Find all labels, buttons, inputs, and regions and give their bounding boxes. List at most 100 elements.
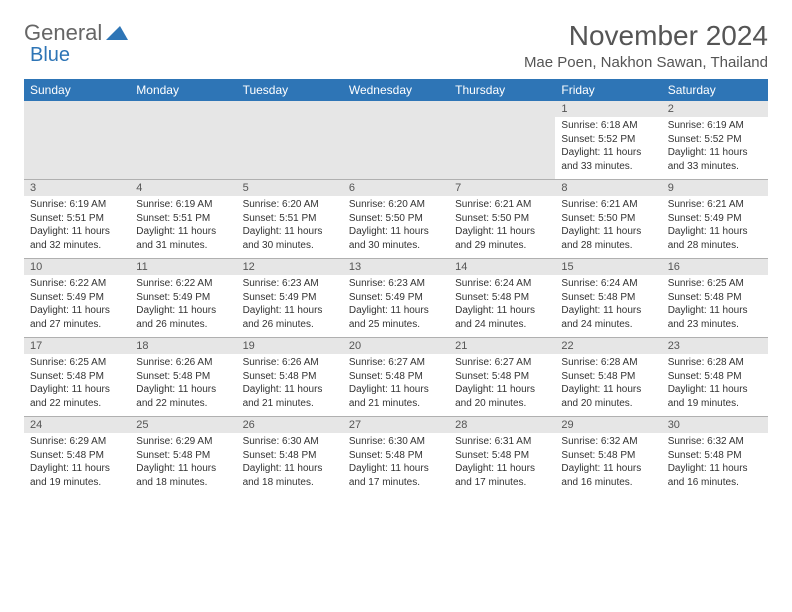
sunset-text: Sunset: 5:48 PM — [136, 370, 230, 384]
daylight-text: Daylight: 11 hours and 33 minutes. — [668, 146, 762, 173]
day-number-cell: 11 — [130, 259, 236, 276]
daylight-text: Daylight: 11 hours and 27 minutes. — [30, 304, 124, 331]
day-number-cell: 25 — [130, 417, 236, 434]
sunrise-text: Sunrise: 6:27 AM — [349, 356, 443, 370]
day-number-cell: 10 — [24, 259, 130, 276]
day-number-cell: 7 — [449, 180, 555, 197]
day-number-cell — [343, 101, 449, 117]
sunset-text: Sunset: 5:48 PM — [455, 370, 549, 384]
weekday-header: Thursday — [449, 79, 555, 101]
logo-text-general: General — [24, 20, 102, 46]
day-number-cell: 20 — [343, 338, 449, 355]
day-number-cell: 16 — [662, 259, 768, 276]
sunset-text: Sunset: 5:48 PM — [136, 449, 230, 463]
day-detail-cell: Sunrise: 6:31 AMSunset: 5:48 PMDaylight:… — [449, 433, 555, 495]
daylight-text: Daylight: 11 hours and 16 minutes. — [561, 462, 655, 489]
sunrise-text: Sunrise: 6:32 AM — [668, 435, 762, 449]
day-detail-cell: Sunrise: 6:30 AMSunset: 5:48 PMDaylight:… — [343, 433, 449, 495]
day-detail-cell — [449, 117, 555, 180]
sunset-text: Sunset: 5:48 PM — [455, 449, 549, 463]
day-detail-cell: Sunrise: 6:28 AMSunset: 5:48 PMDaylight:… — [662, 354, 768, 417]
day-detail-cell: Sunrise: 6:23 AMSunset: 5:49 PMDaylight:… — [343, 275, 449, 338]
daylight-text: Daylight: 11 hours and 25 minutes. — [349, 304, 443, 331]
sunset-text: Sunset: 5:48 PM — [668, 370, 762, 384]
day-detail-row: Sunrise: 6:29 AMSunset: 5:48 PMDaylight:… — [24, 433, 768, 495]
sunset-text: Sunset: 5:48 PM — [243, 449, 337, 463]
day-number-cell: 12 — [237, 259, 343, 276]
daylight-text: Daylight: 11 hours and 17 minutes. — [349, 462, 443, 489]
calendar-table: SundayMondayTuesdayWednesdayThursdayFrid… — [24, 79, 768, 495]
day-number-cell: 5 — [237, 180, 343, 197]
weekday-header: Wednesday — [343, 79, 449, 101]
sunrise-text: Sunrise: 6:28 AM — [561, 356, 655, 370]
day-number-cell: 2 — [662, 101, 768, 117]
day-number-cell — [449, 101, 555, 117]
sunrise-text: Sunrise: 6:21 AM — [455, 198, 549, 212]
day-detail-row: Sunrise: 6:19 AMSunset: 5:51 PMDaylight:… — [24, 196, 768, 259]
daylight-text: Daylight: 11 hours and 24 minutes. — [455, 304, 549, 331]
sunset-text: Sunset: 5:51 PM — [136, 212, 230, 226]
day-number-cell: 19 — [237, 338, 343, 355]
day-detail-cell: Sunrise: 6:29 AMSunset: 5:48 PMDaylight:… — [130, 433, 236, 495]
sunset-text: Sunset: 5:48 PM — [30, 370, 124, 384]
day-number-cell: 15 — [555, 259, 661, 276]
day-number-cell: 18 — [130, 338, 236, 355]
daylight-text: Daylight: 11 hours and 20 minutes. — [561, 383, 655, 410]
sunrise-text: Sunrise: 6:25 AM — [668, 277, 762, 291]
daylight-text: Daylight: 11 hours and 22 minutes. — [136, 383, 230, 410]
sunset-text: Sunset: 5:48 PM — [561, 370, 655, 384]
location: Mae Poen, Nakhon Sawan, Thailand — [524, 54, 768, 71]
day-detail-cell: Sunrise: 6:32 AMSunset: 5:48 PMDaylight:… — [662, 433, 768, 495]
sunrise-text: Sunrise: 6:29 AM — [136, 435, 230, 449]
day-number-row: 12 — [24, 101, 768, 117]
day-number-cell — [237, 101, 343, 117]
sunset-text: Sunset: 5:52 PM — [561, 133, 655, 147]
sunset-text: Sunset: 5:48 PM — [561, 449, 655, 463]
day-number-cell: 30 — [662, 417, 768, 434]
logo-triangle-icon — [106, 20, 128, 46]
day-number-cell: 24 — [24, 417, 130, 434]
day-detail-row: Sunrise: 6:25 AMSunset: 5:48 PMDaylight:… — [24, 354, 768, 417]
daylight-text: Daylight: 11 hours and 19 minutes. — [668, 383, 762, 410]
day-detail-cell: Sunrise: 6:30 AMSunset: 5:48 PMDaylight:… — [237, 433, 343, 495]
daylight-text: Daylight: 11 hours and 32 minutes. — [30, 225, 124, 252]
sunrise-text: Sunrise: 6:21 AM — [561, 198, 655, 212]
daylight-text: Daylight: 11 hours and 20 minutes. — [455, 383, 549, 410]
day-number-cell: 9 — [662, 180, 768, 197]
sunset-text: Sunset: 5:49 PM — [30, 291, 124, 305]
month-title: November 2024 — [524, 20, 768, 52]
sunrise-text: Sunrise: 6:23 AM — [243, 277, 337, 291]
day-number-cell — [24, 101, 130, 117]
sunset-text: Sunset: 5:51 PM — [243, 212, 337, 226]
daylight-text: Daylight: 11 hours and 21 minutes. — [243, 383, 337, 410]
sunrise-text: Sunrise: 6:30 AM — [349, 435, 443, 449]
sunrise-text: Sunrise: 6:31 AM — [455, 435, 549, 449]
sunrise-text: Sunrise: 6:19 AM — [668, 119, 762, 133]
sunrise-text: Sunrise: 6:28 AM — [668, 356, 762, 370]
calendar-header-row: SundayMondayTuesdayWednesdayThursdayFrid… — [24, 79, 768, 101]
daylight-text: Daylight: 11 hours and 29 minutes. — [455, 225, 549, 252]
day-detail-cell: Sunrise: 6:20 AMSunset: 5:51 PMDaylight:… — [237, 196, 343, 259]
sunrise-text: Sunrise: 6:32 AM — [561, 435, 655, 449]
day-number-row: 24252627282930 — [24, 417, 768, 434]
sunrise-text: Sunrise: 6:20 AM — [243, 198, 337, 212]
daylight-text: Daylight: 11 hours and 33 minutes. — [561, 146, 655, 173]
day-number-cell: 13 — [343, 259, 449, 276]
sunrise-text: Sunrise: 6:29 AM — [30, 435, 124, 449]
daylight-text: Daylight: 11 hours and 26 minutes. — [136, 304, 230, 331]
day-number-cell: 29 — [555, 417, 661, 434]
sunset-text: Sunset: 5:49 PM — [668, 212, 762, 226]
sunrise-text: Sunrise: 6:20 AM — [349, 198, 443, 212]
title-block: November 2024 Mae Poen, Nakhon Sawan, Th… — [524, 20, 768, 71]
sunset-text: Sunset: 5:48 PM — [243, 370, 337, 384]
day-detail-cell: Sunrise: 6:26 AMSunset: 5:48 PMDaylight:… — [130, 354, 236, 417]
weekday-header: Sunday — [24, 79, 130, 101]
sunset-text: Sunset: 5:50 PM — [349, 212, 443, 226]
day-number-cell: 28 — [449, 417, 555, 434]
day-detail-cell: Sunrise: 6:21 AMSunset: 5:50 PMDaylight:… — [555, 196, 661, 259]
day-number-row: 17181920212223 — [24, 338, 768, 355]
day-detail-cell: Sunrise: 6:19 AMSunset: 5:52 PMDaylight:… — [662, 117, 768, 180]
daylight-text: Daylight: 11 hours and 16 minutes. — [668, 462, 762, 489]
sunrise-text: Sunrise: 6:19 AM — [136, 198, 230, 212]
sunrise-text: Sunrise: 6:24 AM — [455, 277, 549, 291]
